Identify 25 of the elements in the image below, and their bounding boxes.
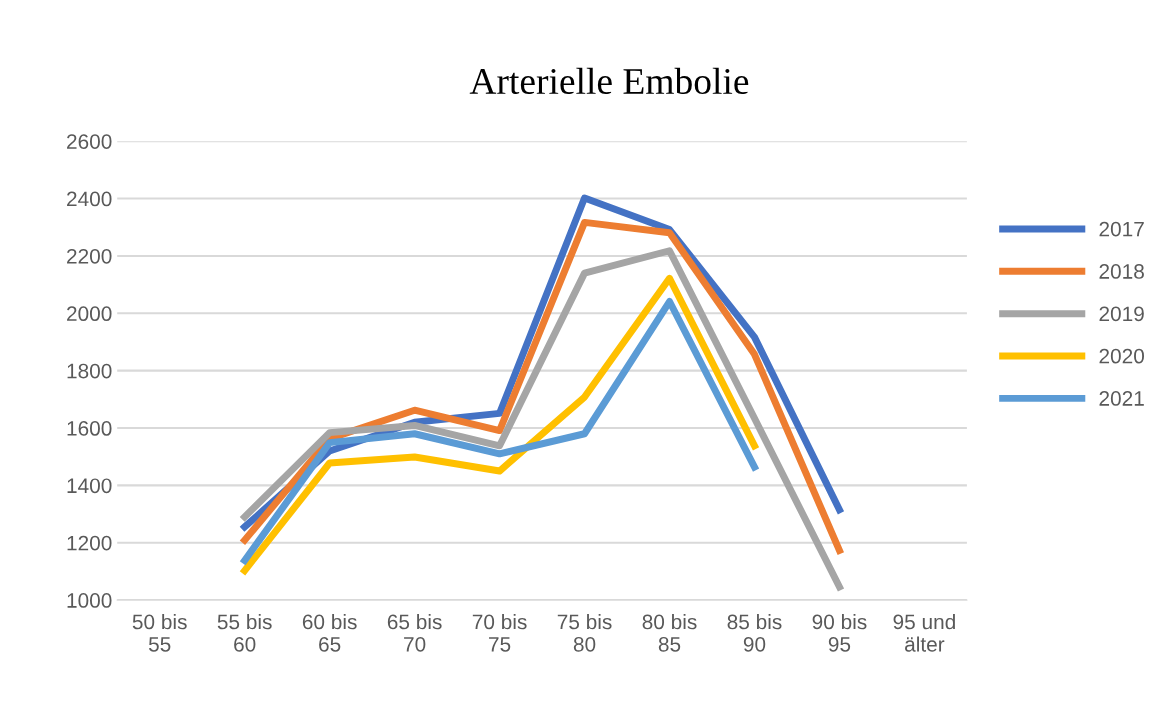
y-tick-label: 2400	[67, 191, 112, 207]
y-tick-label: 1600	[67, 421, 112, 436]
legend-label: 2021	[1099, 391, 1144, 406]
y-tick-label: 1200	[67, 535, 112, 551]
x-tick-label: 70 bis 75	[472, 613, 527, 652]
x-tick-label: 55 bis 60	[217, 613, 272, 652]
y-tick-label: 1400	[67, 478, 112, 494]
y-tick-label: 1800	[67, 363, 112, 379]
y-tick-label: 1000	[67, 593, 112, 608]
x-tick-label: 90 bis 95	[812, 613, 867, 652]
x-tick-label: 50 bis 55	[132, 613, 187, 652]
x-tick-label: 75 bis 80	[557, 613, 612, 652]
legend-label: 2017	[1099, 221, 1144, 237]
x-tick-label: 65 bis 70	[387, 613, 442, 652]
y-tick-label: 2200	[67, 248, 112, 264]
legend-label: 2020	[1099, 348, 1145, 364]
x-tick-label: 95 und älter	[893, 613, 955, 652]
x-tick-label: 60 bis 65	[302, 613, 357, 652]
x-tick-label: 85 bis 90	[727, 613, 782, 652]
legend-label: 2019	[1099, 306, 1144, 322]
y-tick-label: 2600	[67, 134, 112, 149]
chart-title: Arterielle Embolie	[469, 67, 749, 95]
y-tick-label: 2000	[67, 306, 112, 322]
legend-label: 2018	[1099, 264, 1144, 279]
x-tick-label: 80 bis 85	[642, 613, 697, 652]
